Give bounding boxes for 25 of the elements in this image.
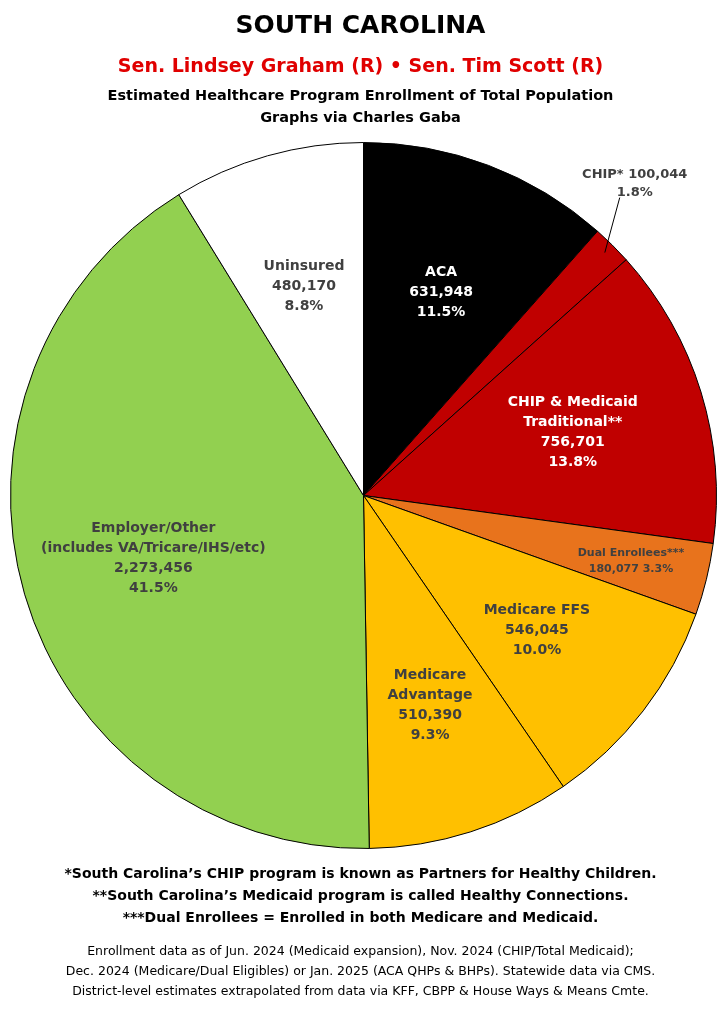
data-label: 631,948 11.5% bbox=[409, 282, 473, 319]
text: Graphs via Charles Gaba bbox=[260, 108, 461, 125]
data-label: 510,390 9.3% bbox=[398, 706, 463, 742]
slice-label: CHIP & Medicaid Traditional** bbox=[507, 393, 638, 430]
slice-label: Uninsured bbox=[263, 256, 345, 273]
slice-label: ACA bbox=[425, 262, 458, 279]
data-label: 480,170 8.8% bbox=[272, 276, 337, 313]
data-label: 180,077 3.3% bbox=[588, 562, 674, 576]
text: Enrollment data as of Jun. 2024 (Medicaid expansion), Nov. 2024 (CHIP/Total Medicaid); bbox=[87, 943, 634, 958]
data-label: 2,273,456 41.5% bbox=[113, 558, 193, 595]
slice-label: Dual Enrollees*** bbox=[577, 546, 685, 560]
chart-subtitle: Sen. Lindsey Graham (R) • Sen. Tim Scott (R) bbox=[117, 53, 604, 76]
slice-label: Employer/Other (includes VA/Tricare/IHS/etc) bbox=[40, 518, 266, 555]
text: **South Carolina’s Medicaid program is called Healthy Connections. bbox=[92, 886, 629, 903]
text: ***Dual Enrollees = Enrolled in both Medicare and Medicaid. bbox=[122, 908, 599, 925]
text: *South Carolina’s CHIP program is known as Partners for Healthy Children. bbox=[64, 864, 657, 881]
slice-label: CHIP* 100,044 1.8% bbox=[582, 165, 688, 200]
slice-label: Medicare FFS bbox=[483, 601, 591, 618]
chart-title: SOUTH CAROLINA bbox=[235, 10, 487, 39]
data-label: 546,045 10.0% bbox=[505, 621, 569, 658]
text: Estimated Healthcare Program Enrollment of Total Population bbox=[107, 86, 614, 103]
text: Dec. 2024 (Medicare/Dual Eligibles) or Jan. 2025 (ACA QHPs & BHPs). Statewide data via CMS. bbox=[65, 963, 656, 978]
text: District-level estimates extrapolated from data via KFF, CBPP & House Ways & Means Cmte. bbox=[72, 983, 649, 998]
data-label: 756,701 13.8% bbox=[540, 433, 605, 470]
slice-label: Medicare Advantage bbox=[387, 666, 473, 702]
